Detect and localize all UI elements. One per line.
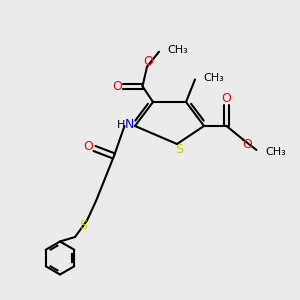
Text: O: O <box>112 80 122 93</box>
Text: O: O <box>222 92 231 106</box>
Text: CH₃: CH₃ <box>167 45 188 55</box>
Text: CH₃: CH₃ <box>265 147 286 158</box>
Text: S: S <box>175 143 183 156</box>
Text: CH₃: CH₃ <box>203 73 224 83</box>
Text: H: H <box>117 119 126 130</box>
Text: O: O <box>144 55 153 68</box>
Text: O: O <box>84 140 93 154</box>
Text: O: O <box>243 138 252 152</box>
Text: N: N <box>125 118 134 131</box>
Text: S: S <box>80 219 87 232</box>
